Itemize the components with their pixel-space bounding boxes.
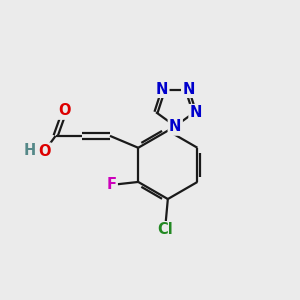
Text: N: N: [190, 105, 202, 120]
Text: F: F: [106, 177, 116, 192]
Text: H: H: [24, 143, 36, 158]
Text: O: O: [38, 144, 51, 159]
Text: O: O: [58, 103, 71, 118]
Text: N: N: [169, 119, 182, 134]
Text: N: N: [182, 82, 195, 97]
Text: N: N: [156, 82, 168, 97]
Text: Cl: Cl: [158, 223, 173, 238]
